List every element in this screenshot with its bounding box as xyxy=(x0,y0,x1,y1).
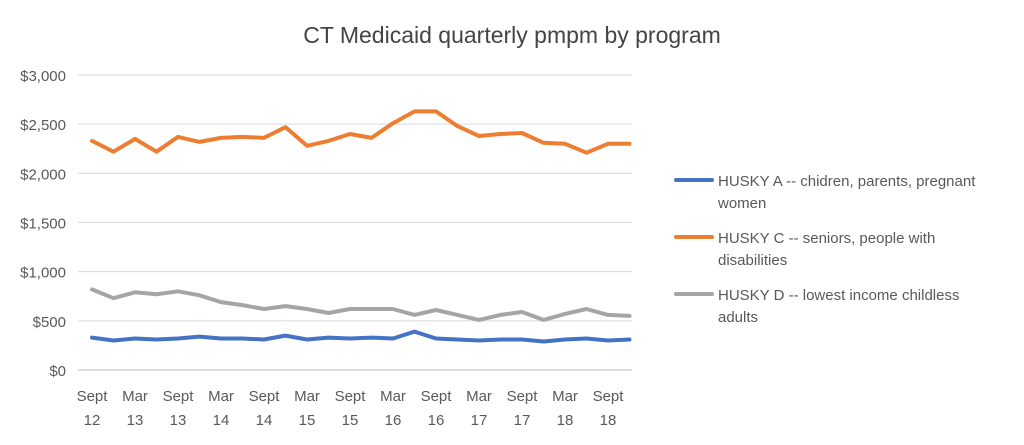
x-tick-label: 17 xyxy=(471,412,488,429)
series-line-2 xyxy=(92,111,630,152)
series-line-1 xyxy=(92,332,630,342)
x-tick-label: Sept xyxy=(335,388,367,405)
y-tick-label: $1,500 xyxy=(20,216,66,233)
x-tick-label: Sept xyxy=(163,388,195,405)
gridlines xyxy=(78,75,632,370)
x-tick-label: 16 xyxy=(428,412,445,429)
series-lines xyxy=(92,111,630,341)
y-axis-ticks: $0 $500 $1,000 $1,500 $2,000 $2,500 $3,000 xyxy=(20,68,66,380)
x-tick-label: Mar xyxy=(122,388,148,405)
x-tick-label: Sept xyxy=(593,388,625,405)
x-axis-ticks: Sept 12 Mar 13 Sept 13 Mar 14 Sept 14 Mar 15 Sept 15 M… xyxy=(77,388,625,429)
y-tick-label: $0 xyxy=(49,363,66,380)
x-tick-label: 12 xyxy=(84,412,101,429)
chart-title: CT Medicaid quarterly pmpm by program xyxy=(303,22,721,48)
x-tick-label: 13 xyxy=(170,412,187,429)
line-chart: CT Medicaid quarterly pmpm by program $0… xyxy=(0,0,1024,440)
legend: HUSKY A -- chidren, parents, pregnant wom… xyxy=(676,173,976,326)
x-tick-label: Sept xyxy=(77,388,109,405)
x-tick-label: Mar xyxy=(466,388,492,405)
legend-label-2: HUSKY C -- seniors, people with disabilit… xyxy=(718,230,935,269)
x-tick-label: 13 xyxy=(127,412,144,429)
series-line-3 xyxy=(92,289,630,320)
x-tick-label: 15 xyxy=(299,412,316,429)
y-tick-label: $2,500 xyxy=(20,117,66,134)
x-tick-label: Mar xyxy=(380,388,406,405)
y-tick-label: $2,000 xyxy=(20,166,66,183)
y-tick-label: $500 xyxy=(33,314,66,331)
x-tick-label: Sept xyxy=(507,388,539,405)
x-tick-label: 17 xyxy=(514,412,531,429)
x-tick-label: 16 xyxy=(385,412,402,429)
x-tick-label: 18 xyxy=(557,412,574,429)
chart-container: CT Medicaid quarterly pmpm by program $0… xyxy=(0,0,1024,440)
x-tick-label: 14 xyxy=(256,412,273,429)
y-tick-label: $3,000 xyxy=(20,68,66,85)
x-tick-label: Sept xyxy=(249,388,281,405)
x-tick-label: 15 xyxy=(342,412,359,429)
x-tick-label: Mar xyxy=(208,388,234,405)
legend-label-3: HUSKY D -- lowest income childless adults xyxy=(718,287,959,326)
x-tick-label: Sept xyxy=(421,388,453,405)
x-tick-label: Mar xyxy=(552,388,578,405)
x-tick-label: 18 xyxy=(600,412,617,429)
x-tick-label: 14 xyxy=(213,412,230,429)
legend-label-1: HUSKY A -- chidren, parents, pregnant wom… xyxy=(717,173,976,212)
y-tick-label: $1,000 xyxy=(20,265,66,282)
x-tick-label: Mar xyxy=(294,388,320,405)
